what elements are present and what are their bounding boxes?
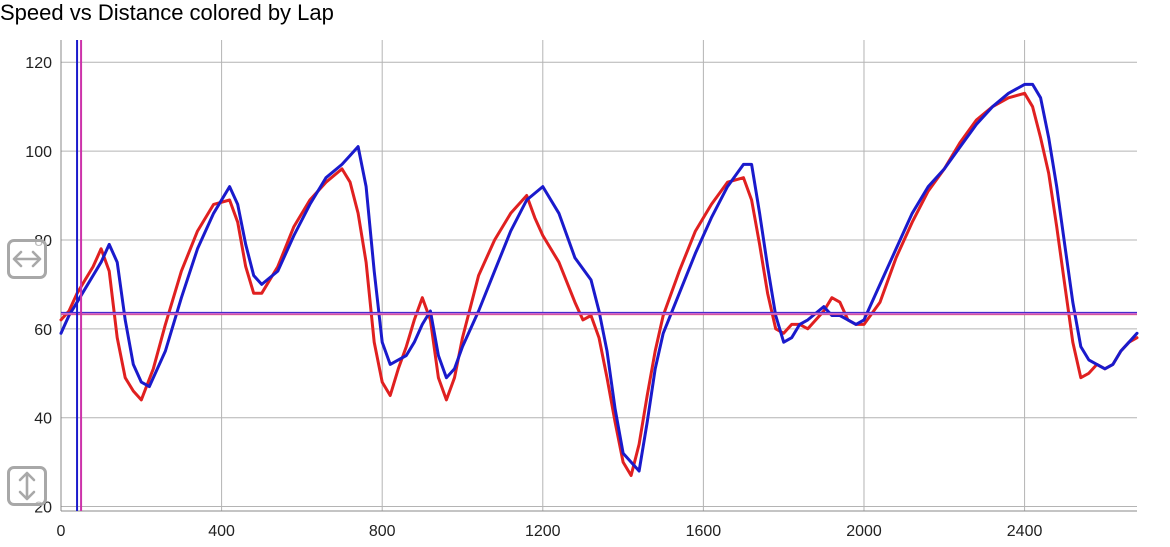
y-tick-label: 100 xyxy=(25,144,52,161)
x-tick-label: 1600 xyxy=(686,523,722,540)
y-tick-label: 60 xyxy=(34,322,52,339)
series-lines xyxy=(59,82,1139,477)
x-tick-label: 2000 xyxy=(846,523,882,540)
x-tick-label: 1200 xyxy=(525,523,561,540)
tick-labels: 0400800120016002000240020406080100120 xyxy=(25,55,1042,540)
horizontal-double-arrow-icon xyxy=(12,250,42,268)
series-line-1 xyxy=(59,91,1139,477)
vertical-double-arrow-icon xyxy=(18,471,36,501)
x-tick-label: 0 xyxy=(57,523,66,540)
y-tick-label: 120 xyxy=(25,55,52,72)
chart-title: Speed vs Distance colored by Lap xyxy=(0,0,334,25)
series-line-2 xyxy=(59,82,1139,473)
x-tick-label: 800 xyxy=(369,523,396,540)
horizontal-zoom-button[interactable] xyxy=(7,239,47,279)
x-tick-label: 2400 xyxy=(1007,523,1043,540)
x-tick-label: 400 xyxy=(208,523,235,540)
y-tick-label: 40 xyxy=(34,411,52,428)
vertical-zoom-button[interactable] xyxy=(7,466,47,506)
reference-lines xyxy=(61,40,1137,511)
grid xyxy=(60,40,1137,512)
